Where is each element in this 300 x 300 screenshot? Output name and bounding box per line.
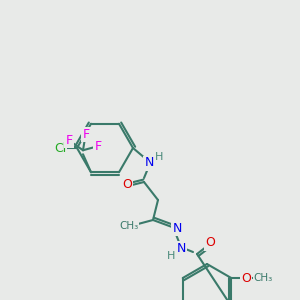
Text: N: N (176, 242, 186, 254)
Text: F: F (65, 134, 73, 147)
Text: F: F (94, 140, 102, 153)
Text: Cl: Cl (54, 142, 66, 154)
Text: O: O (241, 272, 251, 284)
Text: O: O (205, 236, 215, 250)
Text: N: N (172, 221, 182, 235)
Text: H: H (167, 251, 175, 261)
Text: F: F (82, 128, 90, 141)
Text: CH₃: CH₃ (254, 273, 273, 283)
Text: N: N (144, 157, 154, 169)
Text: O: O (122, 178, 132, 191)
Text: H: H (155, 152, 163, 162)
Text: CH₃: CH₃ (119, 221, 139, 231)
